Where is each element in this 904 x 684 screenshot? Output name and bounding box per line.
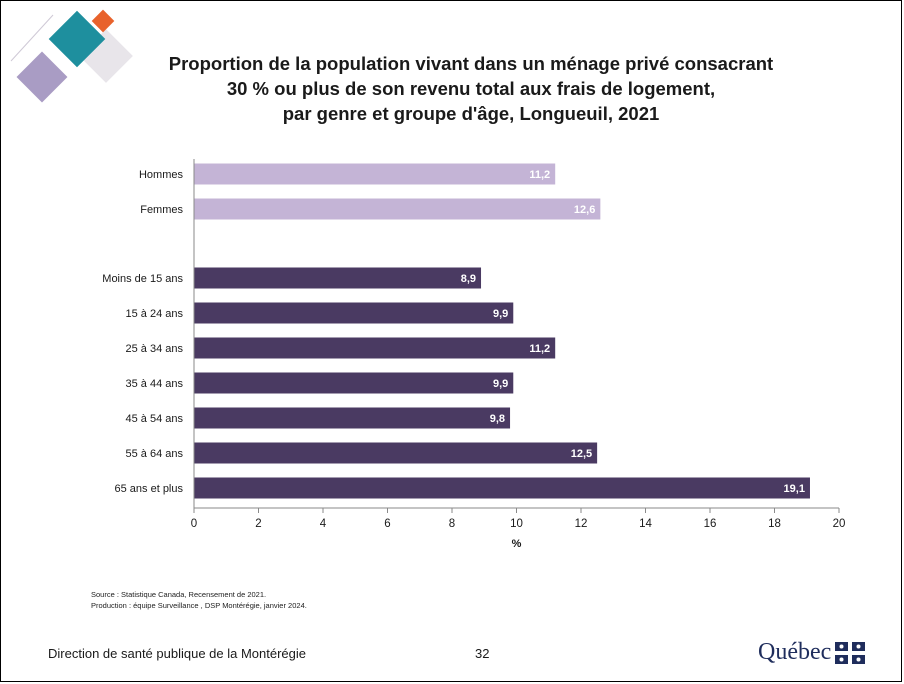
value-label-25-a-34-ans: 11,2 bbox=[529, 343, 550, 355]
category-label-35-a-44-ans: 35 à 44 ans bbox=[126, 378, 184, 390]
quebec-logo: Québec bbox=[758, 639, 866, 666]
bar-15-a-24-ans bbox=[194, 302, 514, 324]
x-tick-label: 0 bbox=[191, 518, 197, 530]
bar-femmes bbox=[194, 198, 601, 220]
x-tick-label: 10 bbox=[510, 518, 523, 530]
value-label-moins-de-15-ans: 8,9 bbox=[461, 273, 476, 285]
value-label-55-a-64-ans: 12,5 bbox=[571, 448, 592, 460]
value-label-15-a-24-ans: 9,9 bbox=[493, 308, 508, 320]
value-label-65-ans-et-plus: 19,1 bbox=[784, 483, 805, 495]
category-label-45-a-54-ans: 45 à 54 ans bbox=[126, 413, 184, 425]
value-label-35-a-44-ans: 9,9 bbox=[493, 378, 508, 390]
category-label-hommes: Hommes bbox=[139, 169, 184, 181]
title-line: par genre et groupe d'âge, Longueuil, 20… bbox=[282, 103, 660, 124]
x-tick-label: 18 bbox=[768, 518, 781, 530]
bar-hommes bbox=[194, 163, 556, 185]
bar-moins-de-15-ans bbox=[194, 267, 482, 289]
x-tick-label: 20 bbox=[833, 518, 846, 530]
category-labels-group: Hommes Femmes Moins de 15 ans 15 à 24 ans 25… bbox=[102, 169, 183, 495]
x-tick-label: 12 bbox=[575, 518, 588, 530]
category-label-moins-de-15-ans: Moins de 15 ans bbox=[102, 273, 183, 285]
bar-25-a-34-ans bbox=[194, 337, 556, 359]
logo-square-teal bbox=[48, 10, 106, 68]
quebec-logo-text: Québec bbox=[758, 639, 832, 665]
footer-organization: Direction de santé publique de la Montér… bbox=[48, 646, 307, 661]
page-number: 32 bbox=[475, 646, 490, 661]
category-label-femmes: Femmes bbox=[140, 204, 183, 216]
bar-45-a-54-ans bbox=[194, 407, 511, 429]
value-label-femmes: 12,6 bbox=[574, 204, 595, 216]
value-label-hommes: 11,2 bbox=[529, 169, 550, 181]
x-tick-label: 6 bbox=[384, 518, 390, 530]
bar-35-a-44-ans bbox=[194, 372, 514, 394]
x-tick-label: 16 bbox=[704, 518, 717, 530]
value-label-45-a-54-ans: 9,8 bbox=[490, 413, 505, 425]
bar-55-a-64-ans bbox=[194, 442, 598, 464]
decorative-logo bbox=[10, 9, 133, 103]
x-tick-label: 4 bbox=[320, 518, 327, 530]
logo-square-lavender bbox=[16, 51, 68, 103]
category-label-15-a-24-ans: 15 à 24 ans bbox=[126, 308, 184, 320]
x-tick-label: 14 bbox=[639, 518, 652, 530]
x-axis-group: 0 2 4 6 8 10 12 14 16 18 20% bbox=[191, 159, 846, 550]
category-label-65-ans-et-plus: 65 ans et plus bbox=[115, 483, 184, 495]
production-note: Production : équipe Surveillance , DSP M… bbox=[91, 601, 307, 610]
category-label-55-a-64-ans: 55 à 64 ans bbox=[126, 448, 184, 460]
logo-square-orange bbox=[91, 9, 115, 33]
logo-line bbox=[10, 14, 54, 62]
category-label-25-a-34-ans: 25 à 34 ans bbox=[126, 343, 184, 355]
title-line: Proportion de la population vivant dans … bbox=[168, 53, 774, 74]
bars-group: 11,2 12,6 8,9 9,9 11,2 9,9 9,8 12,5 19,1 bbox=[194, 163, 810, 499]
source-note: Source : Statistique Canada, Recensement… bbox=[91, 590, 267, 599]
x-tick-label: 2 bbox=[255, 518, 261, 530]
x-tick-label: 8 bbox=[449, 518, 455, 530]
title-line: 30 % ou plus de son revenu total aux fra… bbox=[226, 78, 716, 99]
source-notes: Source : Statistique Canada, Recensement… bbox=[91, 589, 307, 611]
bar-65-ans-et-plus bbox=[194, 477, 810, 499]
fleurdelise-icon bbox=[835, 641, 866, 664]
x-axis-label: % bbox=[512, 538, 522, 550]
chart-title: Proportion de la population vivant dans … bbox=[151, 51, 791, 126]
